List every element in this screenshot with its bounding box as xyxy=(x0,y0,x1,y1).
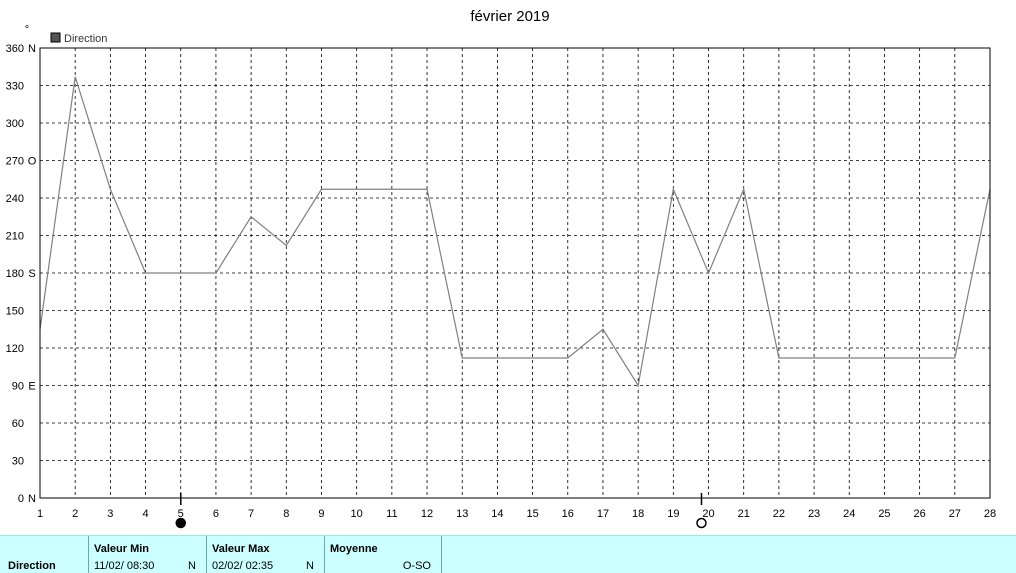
chart-title: février 2019 xyxy=(470,8,549,25)
x-tick-label: 3 xyxy=(107,508,113,520)
new-moon-icon xyxy=(175,517,186,529)
x-tick-label: 21 xyxy=(738,508,750,520)
x-tick-label: 25 xyxy=(878,508,890,520)
y-tick-label: 240 xyxy=(6,193,24,205)
x-tick-label: 26 xyxy=(914,508,926,520)
direction-series-line xyxy=(39,76,991,388)
x-tick-label: 11 xyxy=(386,508,397,520)
stats-divider xyxy=(88,536,89,573)
mean-value: O-SO xyxy=(402,560,431,572)
y-tick-direction: N xyxy=(28,493,36,505)
x-tick-label: 8 xyxy=(283,508,289,520)
y-tick-label: 360 xyxy=(6,43,24,55)
mean-cell: Moyenne O-SO xyxy=(324,536,441,573)
stats-divider xyxy=(324,536,325,573)
x-tick-label: 15 xyxy=(526,508,538,520)
x-tick-label: 17 xyxy=(597,508,609,520)
x-tick-label: 18 xyxy=(632,508,644,520)
x-tick-label: 9 xyxy=(318,508,324,520)
min-direction: N xyxy=(188,560,196,572)
y-tick-label: 330 xyxy=(6,81,24,93)
y-tick-label: 300 xyxy=(6,118,24,130)
y-tick-label: 0 xyxy=(18,493,24,505)
stats-bar: Direction Valeur Min 11/02/ 08:30 N Vale… xyxy=(0,535,1016,573)
min-datetime: 11/02/ 08:30 xyxy=(94,560,155,572)
min-cell: Valeur Min 11/02/ 08:30 N xyxy=(88,536,206,573)
x-tick-label: 2 xyxy=(72,508,78,520)
x-tick-label: 24 xyxy=(843,508,855,520)
x-tick-label: 20 xyxy=(702,508,714,520)
max-direction: N xyxy=(306,560,314,572)
y-tick-direction: N xyxy=(28,43,36,55)
y-axis-unit: ° xyxy=(25,24,29,36)
mean-header: Moyenne xyxy=(330,543,378,555)
x-tick-label: 7 xyxy=(248,508,254,520)
x-tick-label: 4 xyxy=(142,508,148,520)
x-tick-label: 22 xyxy=(773,508,785,520)
plot-frame xyxy=(39,47,991,499)
x-tick-label: 13 xyxy=(456,508,468,520)
x-tick-label: 14 xyxy=(491,508,503,520)
y-tick-label: 270 xyxy=(6,156,24,168)
y-tick-label: 150 xyxy=(6,306,24,318)
stats-divider xyxy=(206,536,207,573)
x-tick-label: 19 xyxy=(667,508,679,520)
x-tick-label: 28 xyxy=(984,508,996,520)
min-header: Valeur Min xyxy=(94,543,150,555)
stats-divider xyxy=(441,536,442,573)
y-tick-direction: S xyxy=(28,268,35,280)
x-tick-label: 5 xyxy=(178,508,184,520)
legend-label: Direction xyxy=(64,33,107,45)
x-tick-label: 16 xyxy=(562,508,574,520)
y-tick-direction: O xyxy=(28,156,37,168)
max-cell: Valeur Max 02/02/ 02:35 N xyxy=(206,536,324,573)
y-tick-label: 120 xyxy=(6,343,24,355)
stats-row-label: Direction xyxy=(8,560,56,572)
y-tick-label: 60 xyxy=(12,418,24,430)
x-tick-label: 10 xyxy=(351,508,363,520)
legend-swatch xyxy=(50,32,61,43)
max-datetime: 02/02/ 02:35 xyxy=(212,560,274,572)
y-tick-label: 180 xyxy=(6,268,24,280)
y-tick-label: 90 xyxy=(12,381,24,393)
x-tick-label: 23 xyxy=(808,508,820,520)
full-moon-icon xyxy=(696,517,707,529)
y-tick-direction: E xyxy=(28,381,35,393)
x-tick-label: 27 xyxy=(949,508,961,520)
x-tick-label: 6 xyxy=(213,508,219,520)
x-tick-label: 1 xyxy=(37,508,43,520)
y-tick-label: 30 xyxy=(12,456,24,468)
x-tick-label: 12 xyxy=(421,508,433,520)
y-tick-label: 210 xyxy=(6,231,24,243)
max-header: Valeur Max xyxy=(212,543,270,555)
